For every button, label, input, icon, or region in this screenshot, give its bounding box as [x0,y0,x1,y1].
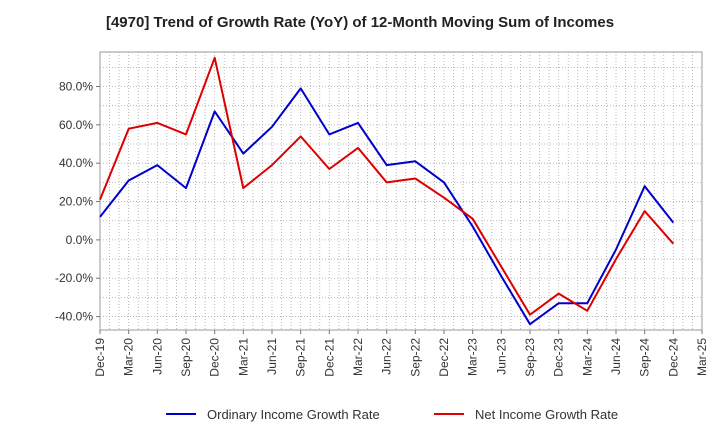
x-tick-label: Mar-25 [695,338,709,376]
x-tick-label: Sep-23 [523,338,537,377]
x-tick-label: Mar-23 [466,338,480,376]
x-tick-label: Sep-22 [408,338,422,377]
x-tick-label: Dec-23 [552,338,566,377]
x-tick-label: Sep-21 [294,338,308,377]
y-tick-label: 40.0% [59,156,93,170]
x-tick-label: Dec-21 [322,338,336,377]
legend-label-2: Net Income Growth Rate [475,407,618,422]
chart-title: [4970] Trend of Growth Rate (YoY) of 12-… [105,14,615,31]
x-tick-label: Jun-22 [380,338,394,375]
x-tick-label: Dec-19 [93,338,107,377]
y-tick-label: -20.0% [55,271,93,285]
x-tick-label: Mar-20 [122,338,136,376]
x-tick-label: Jun-24 [609,338,623,375]
x-tick-label: Sep-24 [638,338,652,377]
x-tick-label: Jun-21 [265,338,279,375]
x-tick-label: Mar-24 [580,338,594,376]
y-tick-label: 80.0% [59,80,93,94]
plot-area [99,51,703,331]
series-line-1 [99,87,675,326]
x-tick-label: Dec-24 [666,338,680,377]
y-tick-label: -40.0% [55,310,93,324]
x-tick-label: Sep-20 [179,338,193,377]
series-line-2 [99,56,675,316]
x-tick-label: Mar-22 [351,338,365,376]
x-tick-label: Dec-22 [437,338,451,377]
x-tick-label: Jun-20 [150,338,164,375]
legend-label-1: Ordinary Income Growth Rate [207,407,380,422]
x-tick-label: Jun-23 [494,338,508,375]
y-tick-label: 60.0% [59,118,93,132]
y-tick-label: 0.0% [66,233,94,247]
y-tick-label: 20.0% [59,195,93,209]
x-tick-label: Dec-20 [208,338,222,377]
x-tick-label: Mar-21 [236,338,250,376]
